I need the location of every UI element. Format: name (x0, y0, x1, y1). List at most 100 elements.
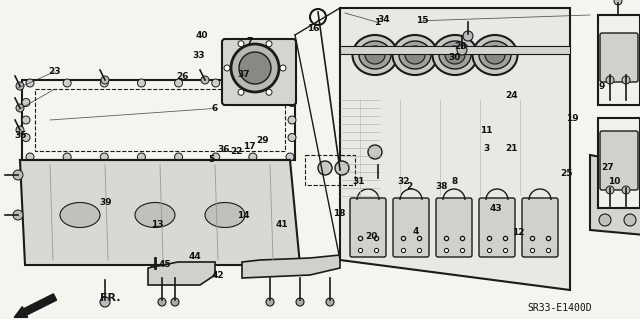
Circle shape (599, 214, 611, 226)
Text: 41: 41 (275, 220, 288, 229)
Ellipse shape (445, 46, 465, 64)
Circle shape (463, 31, 473, 41)
Circle shape (624, 214, 636, 226)
Text: 2: 2 (406, 182, 413, 191)
Circle shape (63, 153, 71, 161)
Text: 38: 38 (435, 182, 448, 191)
Text: 8: 8 (451, 177, 458, 186)
Circle shape (100, 297, 110, 307)
Circle shape (624, 194, 636, 206)
Circle shape (13, 210, 23, 220)
Circle shape (100, 79, 108, 87)
FancyArrow shape (14, 294, 56, 317)
Text: 17: 17 (243, 142, 256, 151)
Circle shape (22, 99, 30, 107)
Circle shape (614, 0, 622, 5)
Text: 45: 45 (159, 260, 172, 269)
Text: 1: 1 (374, 18, 381, 27)
Circle shape (212, 79, 220, 87)
Text: 20: 20 (365, 232, 378, 241)
Ellipse shape (353, 35, 397, 75)
Bar (340, 46, 570, 54)
Circle shape (175, 153, 182, 161)
Circle shape (266, 89, 272, 95)
Text: 30: 30 (448, 53, 461, 62)
Text: 3: 3 (483, 144, 490, 153)
Circle shape (100, 153, 108, 161)
Circle shape (171, 298, 179, 306)
Text: 39: 39 (99, 198, 112, 207)
Circle shape (326, 298, 334, 306)
Ellipse shape (392, 35, 438, 75)
Circle shape (457, 45, 467, 55)
Circle shape (238, 89, 244, 95)
FancyBboxPatch shape (222, 39, 296, 105)
Text: 37: 37 (237, 70, 250, 79)
Circle shape (368, 145, 382, 159)
Ellipse shape (479, 41, 511, 69)
Circle shape (26, 79, 34, 87)
Text: 25: 25 (560, 169, 573, 178)
Circle shape (624, 169, 636, 181)
Ellipse shape (359, 41, 391, 69)
Circle shape (231, 44, 279, 92)
Bar (598, 15, 640, 105)
Circle shape (606, 186, 614, 194)
Polygon shape (340, 8, 570, 290)
Text: 13: 13 (150, 220, 163, 229)
Circle shape (150, 265, 160, 275)
Text: SR33-E1400D: SR33-E1400D (528, 303, 592, 313)
Text: 32: 32 (397, 177, 410, 186)
Text: 42: 42 (211, 271, 224, 280)
Polygon shape (20, 160, 300, 265)
Circle shape (22, 133, 30, 142)
Text: 40: 40 (195, 31, 208, 40)
Text: 26: 26 (176, 72, 189, 81)
Text: 19: 19 (566, 114, 579, 122)
Circle shape (288, 133, 296, 142)
Text: 43: 43 (490, 204, 502, 213)
Text: 28: 28 (454, 42, 467, 51)
Text: 44: 44 (189, 252, 202, 261)
Text: FR.: FR. (100, 293, 120, 303)
Bar (598, 118, 640, 208)
Circle shape (286, 153, 294, 161)
Ellipse shape (135, 203, 175, 227)
FancyBboxPatch shape (436, 198, 472, 257)
Text: 12: 12 (512, 228, 525, 237)
Ellipse shape (433, 35, 477, 75)
Circle shape (288, 116, 296, 124)
FancyBboxPatch shape (479, 198, 515, 257)
Circle shape (158, 298, 166, 306)
Circle shape (266, 298, 274, 306)
Circle shape (606, 76, 614, 84)
Circle shape (622, 76, 630, 84)
Text: 33: 33 (192, 51, 205, 60)
Circle shape (212, 153, 220, 161)
Ellipse shape (485, 46, 505, 64)
Text: 11: 11 (480, 126, 493, 135)
Circle shape (16, 126, 24, 134)
Polygon shape (148, 262, 215, 285)
Circle shape (249, 79, 257, 87)
Circle shape (286, 79, 294, 87)
Circle shape (599, 169, 611, 181)
Ellipse shape (399, 41, 431, 69)
FancyBboxPatch shape (350, 198, 386, 257)
Circle shape (138, 153, 145, 161)
Ellipse shape (365, 46, 385, 64)
Text: 18: 18 (333, 209, 346, 218)
Text: 5: 5 (208, 155, 214, 164)
Circle shape (288, 99, 296, 107)
Text: 36: 36 (218, 145, 230, 154)
Circle shape (22, 116, 30, 124)
Text: 4: 4 (413, 227, 419, 236)
Circle shape (622, 186, 630, 194)
Text: 34: 34 (378, 15, 390, 24)
Text: 14: 14 (237, 211, 250, 220)
Text: 10: 10 (608, 177, 621, 186)
FancyBboxPatch shape (600, 131, 638, 190)
Text: 6: 6 (211, 104, 218, 113)
Circle shape (26, 153, 34, 161)
Bar (305, 155, 355, 185)
